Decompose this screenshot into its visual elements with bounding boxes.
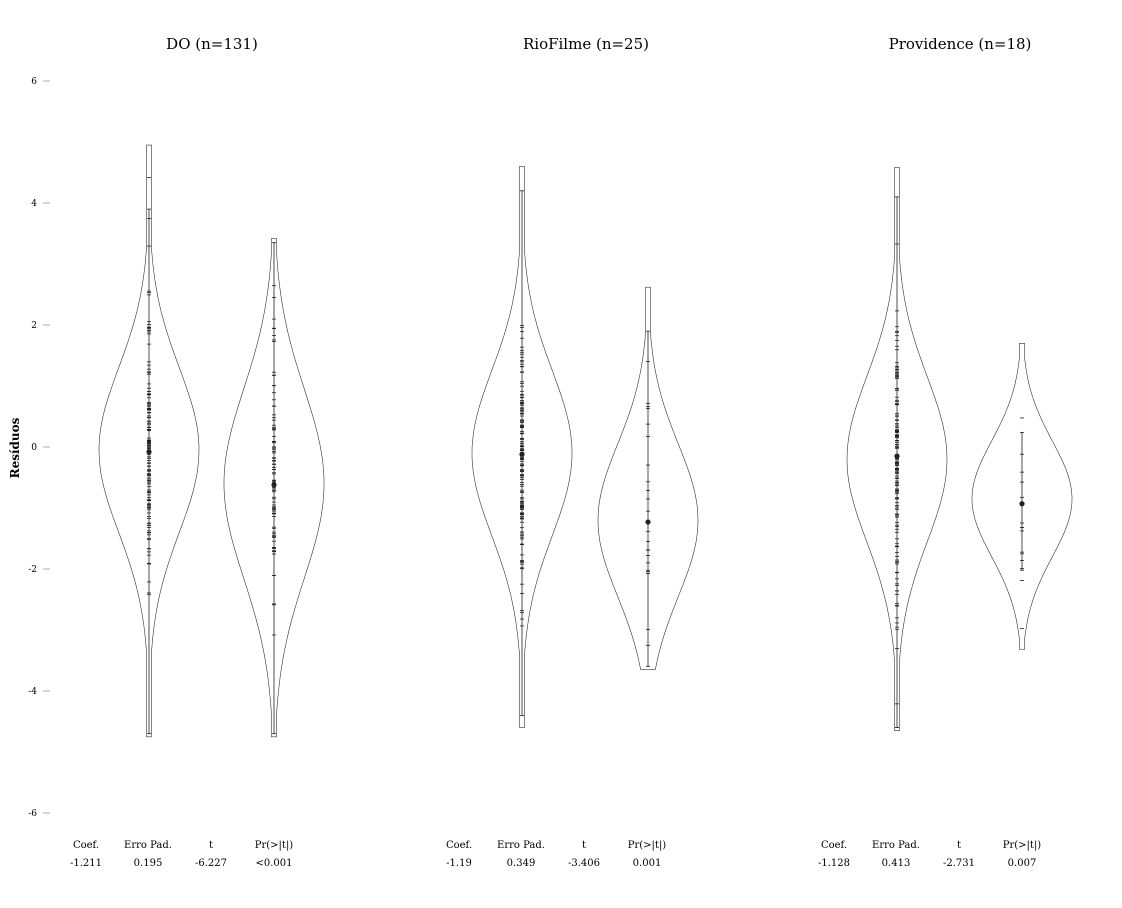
y-tick-label: -6: [28, 809, 37, 819]
stat-value-p: <0.001: [255, 858, 292, 869]
violin-shape: [846, 167, 948, 731]
y-tick-label: 4: [31, 199, 37, 209]
panels: DO (n=131) Coef. -1.211 Erro Pad. 0.195 t -6.2…: [70, 35, 1073, 869]
stat-header: Erro Pad.: [124, 840, 172, 851]
stat-value-se: 0.195: [134, 858, 163, 869]
violin-shape: [98, 144, 200, 738]
stat-value-coef: -1.211: [70, 858, 102, 869]
stat-value-coef: -1.128: [818, 858, 850, 869]
stat-header: Coef.: [821, 840, 847, 851]
panel-2: RioFilme (n=25) Coef. -1.19 Erro Pad. 0.349 t…: [446, 35, 699, 869]
y-axis: 6 4 2 0 -2 -4 -6: [28, 77, 50, 819]
stat-value-p: 0.007: [1008, 858, 1037, 869]
violin-shape: [471, 166, 573, 728]
stat-header: Coef.: [446, 840, 472, 851]
stat-value-coef: -1.19: [446, 858, 472, 869]
stat-header: Erro Pad.: [497, 840, 545, 851]
stat-value-t: -2.731: [943, 858, 975, 869]
mean-point: [1019, 501, 1025, 507]
mean-point: [146, 449, 152, 455]
stat-header: t: [957, 840, 961, 851]
stat-value-p: 0.001: [633, 858, 662, 869]
stat-header: Pr(>|t|): [255, 840, 294, 851]
panel-3: Providence (n=18) Coef. -1.128 Erro Pad. 0.4…: [818, 35, 1073, 869]
stat-header: Pr(>|t|): [1003, 840, 1042, 851]
mean-point: [645, 519, 651, 525]
mean-point: [271, 482, 277, 488]
stat-header: Pr(>|t|): [628, 840, 667, 851]
mean-point: [519, 451, 525, 457]
stat-header: Coef.: [73, 840, 99, 851]
y-tick-label: 6: [31, 77, 37, 87]
stat-value-se: 0.349: [507, 858, 536, 869]
stat-header: t: [582, 840, 586, 851]
panel-title: Providence (n=18): [889, 35, 1032, 53]
violin-shape: [223, 238, 325, 738]
y-tick-label: -2: [28, 565, 37, 575]
violin-shape: [597, 286, 699, 670]
y-tick-label: 0: [31, 443, 37, 453]
stat-value-t: -6.227: [195, 858, 227, 869]
y-axis-label: Resíduos: [8, 417, 22, 478]
stat-header: Erro Pad.: [872, 840, 920, 851]
stat-header: t: [209, 840, 213, 851]
violin-shape: [971, 343, 1073, 650]
stat-value-t: -3.406: [568, 858, 600, 869]
stat-value-se: 0.413: [882, 858, 911, 869]
panel-1: DO (n=131) Coef. -1.211 Erro Pad. 0.195 t -6.2…: [70, 35, 325, 869]
panel-title: RioFilme (n=25): [523, 35, 649, 53]
y-tick-label: 2: [31, 321, 37, 331]
mean-point: [894, 453, 900, 459]
panel-title: DO (n=131): [166, 35, 258, 53]
y-tick-label: -4: [28, 687, 37, 697]
